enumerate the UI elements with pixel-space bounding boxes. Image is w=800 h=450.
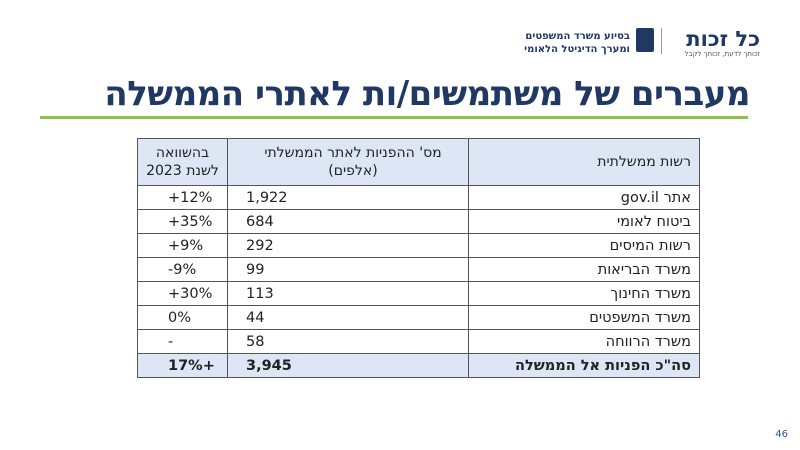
table-cell: 0%: [137, 305, 228, 330]
table-cell: 1,922: [227, 185, 469, 210]
table-row: אתר gov.il 1,922 +12%: [137, 185, 700, 210]
table-cell: +35%: [137, 209, 228, 234]
table-cell: 292: [227, 233, 469, 258]
table-cell: -: [137, 329, 228, 354]
partner: בסיוע משרד המשפטים ומערך הדיגיטל הלאומי: [524, 30, 630, 56]
logo-name: כל זכות: [686, 27, 760, 51]
header-cell: רשות ממשלתית: [468, 138, 700, 186]
table-cell: ביטוח לאומי: [468, 209, 700, 234]
title: מעברים של משתמשים/ות לאתרי הממשלה: [104, 74, 750, 114]
title-rule: [40, 116, 748, 119]
table-row: ביטוח לאומי 684 +35%: [137, 209, 700, 234]
header-cell: מס' ההפניות לאתר הממשלתי (אלפים): [227, 138, 469, 186]
table-row: משרד הרווחה 58-: [137, 329, 700, 354]
header-row: רשות ממשלתית מס' ההפניות לאתר הממשלתי (א…: [137, 138, 700, 186]
table-row: משרד המשפטים 44 0%: [137, 305, 700, 330]
table-cell: סה"כ הפניות אל הממשלה: [468, 353, 700, 378]
table-cell: 44: [227, 305, 469, 330]
table-cell: +12%: [137, 185, 228, 210]
table-cell: +30%: [137, 281, 228, 306]
table-cell: 99: [227, 257, 469, 282]
header-cell: בהשוואה לשנת 2023: [137, 138, 228, 186]
separator: [661, 28, 662, 54]
partner-line: ומערך הדיגיטל הלאומי: [524, 44, 630, 55]
table-cell: 3,945: [227, 353, 469, 378]
table-cell: משרד הבריאות: [468, 257, 700, 282]
table-cell: +9%: [137, 233, 228, 258]
table-cell: 684: [227, 209, 469, 234]
table-cell: משרד החינוך: [468, 281, 700, 306]
table-cell: 113: [227, 281, 469, 306]
table-cell: רשות המיסים: [468, 233, 700, 258]
logo-tagline: זכותך לדעת, זכותך לקבל: [684, 50, 760, 58]
table-cell: 58: [227, 329, 469, 354]
emblem: [636, 28, 654, 52]
table-body: אתר gov.il 1,922 +12% ביטוח לאומי 684 +35% רשו…: [137, 185, 700, 378]
table-cell: 17%+: [137, 353, 228, 378]
table-cell: משרד הרווחה: [468, 329, 700, 354]
table-cell: אתר gov.il: [468, 185, 700, 210]
table-cell: -9%: [137, 257, 228, 282]
page-number: 46: [775, 429, 788, 440]
table-row: סה"כ הפניות אל הממשלה 3,945 17%+: [137, 353, 700, 378]
table-row: משרד הבריאות 99 -9%: [137, 257, 700, 282]
partner-line: בסיוע משרד המשפטים: [525, 31, 630, 42]
logo: כל זכות זכותך לדעת, זכותך לקבל: [672, 28, 760, 58]
table-row: רשות המיסים 292 +9%: [137, 233, 700, 258]
table-row: משרד החינוך 113 +30%: [137, 281, 700, 306]
table: רשות ממשלתית מס' ההפניות לאתר הממשלתי (א…: [137, 138, 700, 378]
table-cell: משרד המשפטים: [468, 305, 700, 330]
